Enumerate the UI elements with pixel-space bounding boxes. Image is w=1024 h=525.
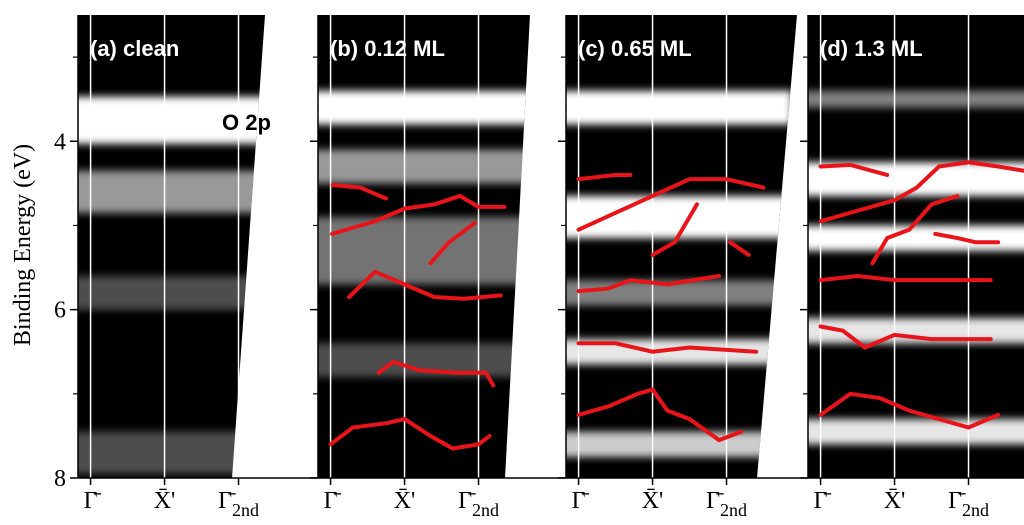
- x-tick-text: Γ̄: [706, 488, 724, 514]
- x-tick-text: Γ̄: [84, 488, 102, 514]
- panel-title: (a) clean: [90, 36, 179, 61]
- trace-line: [576, 172, 633, 182]
- x-tick-label: Γ̄2nd: [706, 488, 747, 520]
- band: [566, 90, 792, 125]
- spectrum-image: [78, 15, 265, 478]
- x-tick-text: Γ̄: [814, 488, 832, 514]
- band: [808, 162, 1024, 196]
- x-tick-text: Γ̄: [948, 488, 966, 514]
- trace-line: [428, 220, 477, 266]
- trace-line: [870, 193, 960, 266]
- band: [78, 96, 265, 144]
- trace-line: [576, 341, 759, 354]
- x-tick-label: X̄': [642, 488, 664, 514]
- trace-line: [576, 177, 766, 232]
- y-axis-label: Binding Energy (eV): [10, 144, 36, 346]
- x-tick-label: X̄': [154, 488, 176, 514]
- band: [566, 431, 792, 457]
- x-tick-label: Γ̄: [84, 488, 102, 514]
- trace-line: [330, 183, 389, 201]
- x-tick-label: X̄': [884, 488, 906, 514]
- x-tick-text: Γ̄: [458, 488, 476, 514]
- x-tick-label: Γ̄: [324, 488, 342, 514]
- intensity-bands: [318, 90, 530, 377]
- band: [78, 275, 265, 310]
- panel-title: (c) 0.65 ML: [578, 36, 692, 61]
- trace-line: [728, 240, 751, 257]
- panel-title: (b) 0.12 ML: [330, 36, 445, 61]
- band: [808, 225, 1024, 251]
- trace-line: [650, 202, 699, 257]
- band: [78, 170, 265, 213]
- band: [318, 149, 530, 184]
- x-tick-label: X̄': [394, 488, 416, 514]
- trace-line: [576, 387, 744, 443]
- band: [318, 90, 530, 125]
- trace-line: [376, 359, 496, 388]
- y-tick-label: 6: [54, 298, 66, 324]
- band: [808, 90, 1024, 108]
- intensity-bands: [78, 96, 265, 474]
- x-tick-sub: 2nd: [472, 500, 499, 520]
- x-tick-label: Γ̄2nd: [218, 488, 259, 520]
- band: [566, 195, 792, 239]
- intensity-bands: [566, 90, 792, 457]
- trace-line: [347, 269, 503, 301]
- x-tick-text: X̄': [394, 488, 416, 514]
- annotation: O 2p: [222, 110, 271, 135]
- trace-line: [818, 162, 890, 177]
- x-tick-text: Γ̄: [324, 488, 342, 514]
- band: [808, 419, 1024, 445]
- x-tick-sub: 2nd: [720, 500, 747, 520]
- trace-line: [818, 273, 993, 283]
- x-tick-label: Γ̄2nd: [458, 488, 499, 520]
- y-tick-label: 4: [54, 129, 66, 155]
- x-tick-text: X̄': [884, 488, 906, 514]
- intensity-bands: [808, 90, 1024, 445]
- band: [78, 431, 265, 474]
- y-tick-label: 8: [54, 466, 66, 492]
- x-tick-sub: 2nd: [962, 500, 989, 520]
- panel-title: (d) 1.3 ML: [820, 36, 923, 61]
- band: [318, 217, 530, 285]
- x-tick-text: Γ̄: [572, 488, 590, 514]
- trace-line: [328, 416, 492, 451]
- trace-line: [330, 193, 507, 236]
- x-tick-text: Γ̄: [218, 488, 236, 514]
- trace-line: [818, 391, 1001, 430]
- trace-line: [818, 160, 1024, 224]
- x-tick-sub: 2nd: [232, 500, 259, 520]
- x-tick-text: X̄': [154, 488, 176, 514]
- trace-line: [818, 324, 993, 350]
- x-tick-label: Γ̄: [572, 488, 590, 514]
- x-tick-label: Γ̄: [814, 488, 832, 514]
- trace-line: [576, 273, 722, 294]
- trace-line: [933, 231, 1001, 245]
- x-tick-label: Γ̄2nd: [948, 488, 989, 520]
- x-tick-text: X̄': [642, 488, 664, 514]
